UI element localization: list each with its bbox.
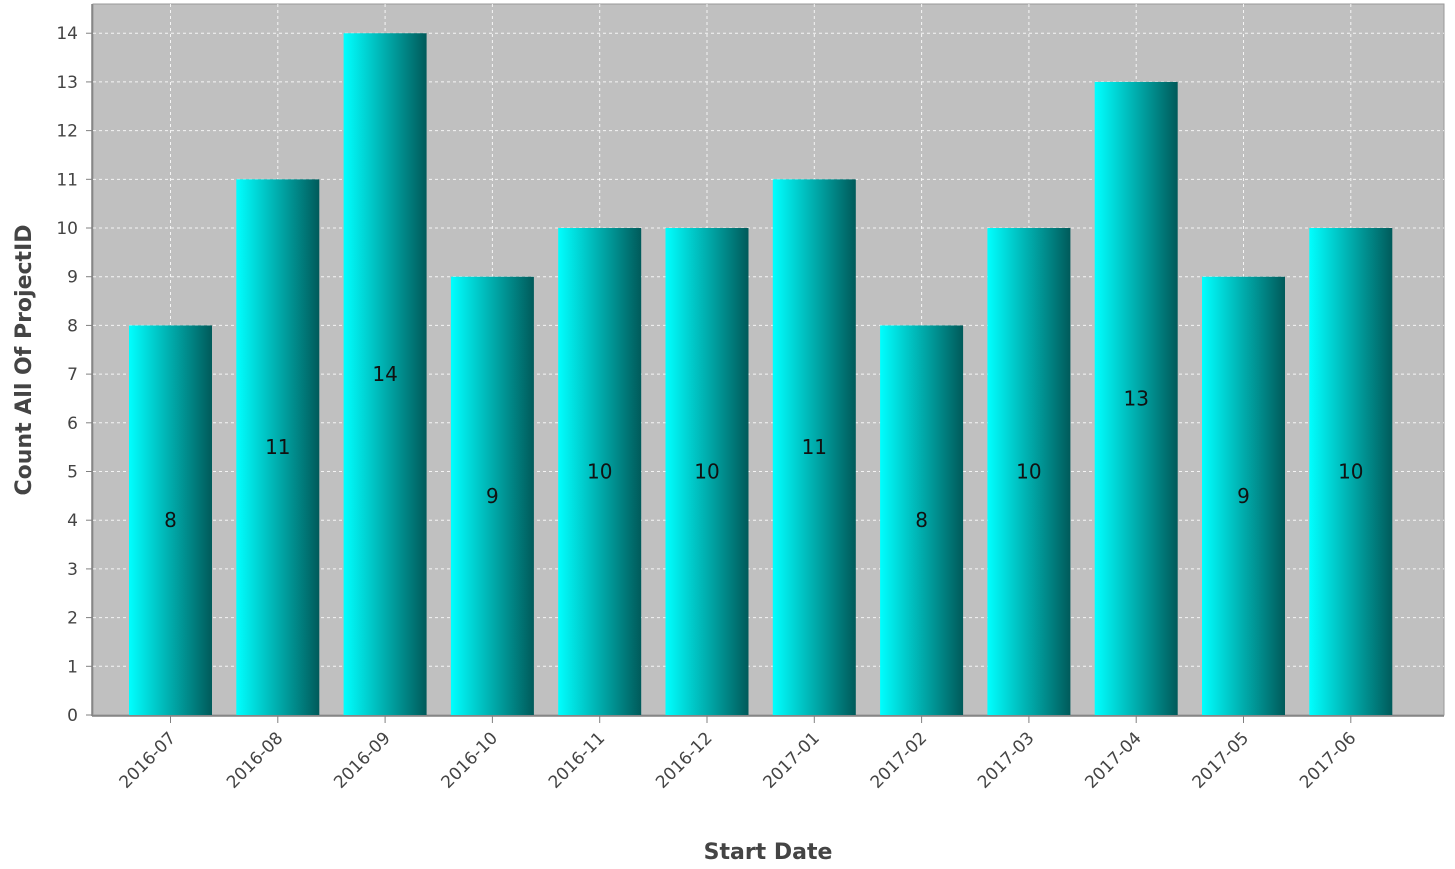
bar [665,228,749,715]
bar-value-label: 8 [915,508,928,532]
x-tick-label: 2017-04 [1081,728,1145,792]
y-tick-label: 8 [67,316,78,336]
bar [880,325,964,715]
y-tick-label: 9 [67,268,78,288]
x-tick-label: 2017-06 [1296,728,1360,792]
y-tick-label: 3 [67,560,78,580]
x-tick-label: 2016-12 [652,728,716,792]
bar-value-label: 11 [265,435,290,459]
x-tick-label: 2016-07 [116,728,180,792]
bar [1309,228,1393,715]
y-tick-label: 11 [56,170,78,190]
data-labels: 8 11 14 9 10 10 11 8 10 13 9 10 [164,362,1363,532]
y-tick-label: 0 [67,706,78,726]
bar-value-label: 14 [372,362,397,386]
bar [987,228,1071,715]
bar [1094,81,1178,716]
bar [343,33,427,715]
y-axis-title: Count All Of ProjectID [12,224,37,495]
bar [129,325,212,715]
y-tick-label: 1 [67,657,78,677]
y-tick-label: 13 [56,73,78,93]
bar-value-label: 13 [1123,386,1148,410]
bar-value-label: 10 [1016,460,1041,484]
y-tick-label: 5 [67,463,78,483]
x-tick-label: 2016-09 [330,728,394,792]
x-tick-label: 2017-01 [759,728,823,792]
x-axis: 2016-07 2016-08 2016-09 2016-10 2016-11 2016-… [92,715,1444,793]
y-tick-label: 10 [56,219,78,239]
bar [1202,276,1285,715]
bars [129,33,1393,716]
y-tick-label: 14 [56,24,78,44]
x-axis-title: Start Date [704,840,833,865]
x-tick-label: 2016-08 [223,728,287,792]
y-tick-label: 12 [56,122,78,142]
bar [450,276,534,715]
bar-value-label: 9 [486,484,499,508]
x-tick-label: 2016-10 [438,728,502,792]
bar-value-label: 10 [587,460,612,484]
bar [558,228,642,715]
bar-value-label: 11 [802,435,827,459]
bar [772,179,856,715]
x-tick-label: 2016-11 [545,728,609,792]
bar-value-label: 10 [694,460,719,484]
x-tick-label: 2017-03 [974,728,1038,792]
x-tick-label: 2017-05 [1189,728,1253,792]
x-tick-label: 2017-02 [867,728,931,792]
bar [236,179,320,715]
y-tick-label: 7 [67,365,78,385]
y-tick-label: 4 [67,511,78,531]
bar-value-label: 10 [1338,460,1363,484]
y-tick-label: 6 [67,414,78,434]
y-tick-label: 2 [67,609,78,629]
bar-value-label: 8 [164,508,177,532]
bar-value-label: 9 [1237,484,1250,508]
